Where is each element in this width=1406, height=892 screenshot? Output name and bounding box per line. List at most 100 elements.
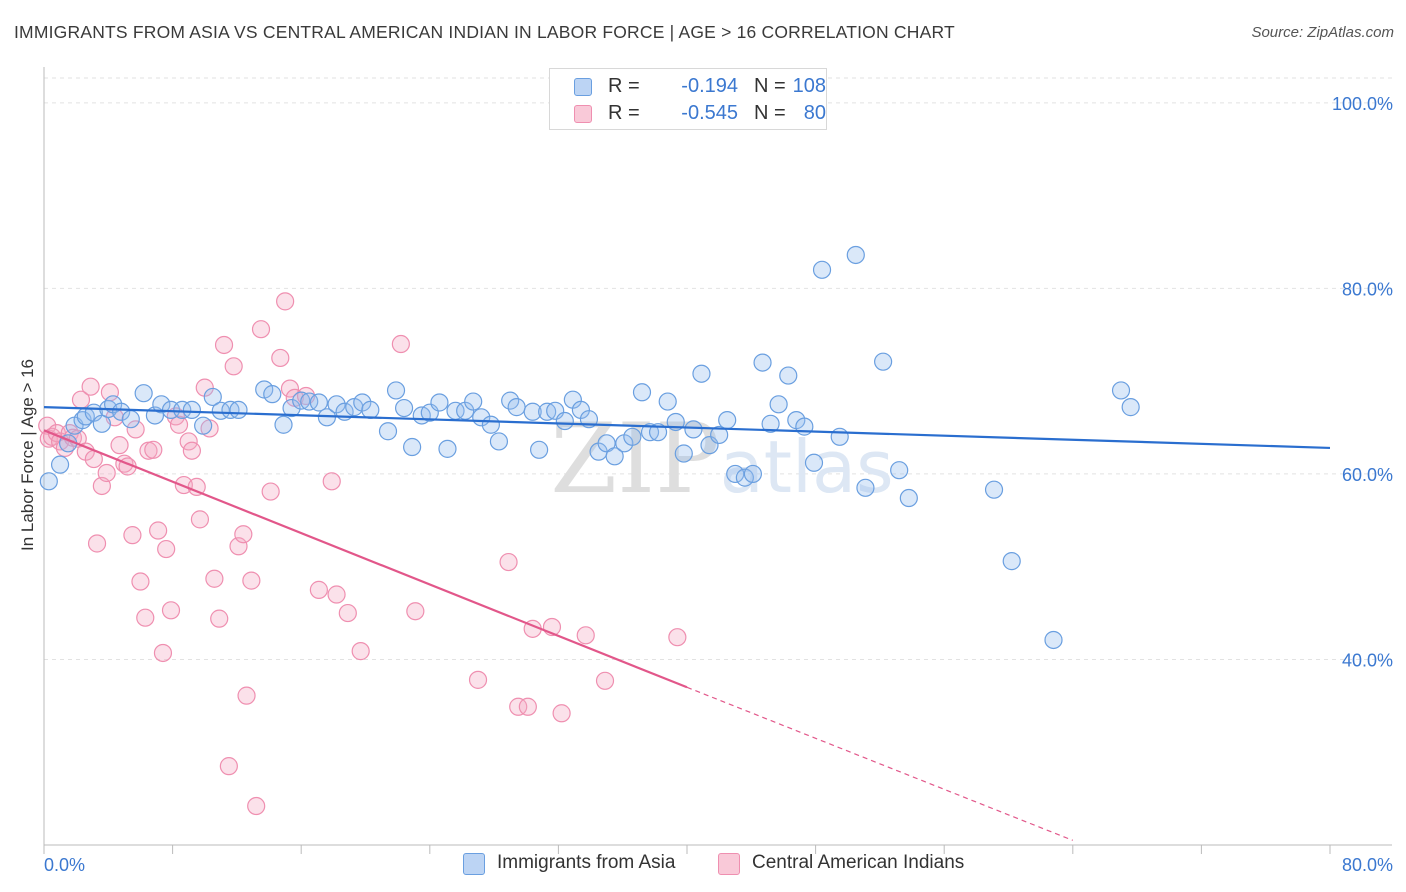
asia-point [555, 411, 574, 431]
asia-point [229, 400, 248, 420]
asia-point [386, 381, 406, 400]
asia-point [597, 434, 616, 453]
asia-point [112, 402, 131, 421]
cai-point [136, 608, 155, 627]
legend-n-value-cai: 80 [803, 102, 826, 124]
asia-point [134, 384, 153, 403]
asia-point [464, 392, 483, 411]
x-tick-label: 80.0% [1342, 855, 1393, 875]
cai-point [391, 334, 410, 354]
asia-point [804, 453, 824, 472]
cai-point [406, 602, 425, 621]
y-tick-label: 40.0% [1342, 650, 1393, 670]
cai-point [234, 525, 253, 544]
y-tick-label: 60.0% [1342, 465, 1393, 485]
cai-point [237, 686, 256, 705]
asia-point [481, 415, 500, 434]
asia-point [173, 400, 192, 420]
cai-point [668, 628, 687, 647]
asia-point [121, 410, 140, 429]
cai-trend-line [43, 429, 688, 689]
legend-swatch-cai [574, 105, 592, 123]
legend-n-value-asia: 108 [792, 75, 826, 97]
asia-point [282, 398, 301, 418]
y-tick-labels: 40.0% 60.0% 80.0% 100.0% [1332, 94, 1393, 671]
legend-r-value-asia: -0.194 [681, 75, 738, 97]
cai-trend-extension [686, 686, 1074, 841]
cai-point [126, 420, 145, 439]
y-tick-label: 100.0% [1332, 94, 1393, 114]
cai-point [123, 526, 142, 545]
asia-point [300, 392, 319, 411]
trend-lines [43, 406, 1331, 841]
asia-point [211, 401, 230, 420]
asia-point [1044, 630, 1063, 650]
asia-point [530, 440, 549, 459]
cai-point [309, 580, 328, 599]
asia-point [605, 447, 624, 466]
asia-point [430, 393, 449, 412]
cai-point [214, 335, 234, 355]
cai-point [509, 697, 528, 716]
asia-point [309, 393, 328, 412]
cai-point [251, 320, 271, 339]
asia-point [623, 427, 642, 446]
cai-point [499, 552, 518, 572]
cai-point [242, 571, 261, 590]
x-tick-label: 0.0% [44, 855, 85, 875]
cai-point [110, 436, 129, 455]
cai-point [87, 534, 107, 553]
grid-lines [44, 77, 1392, 660]
cai-point [161, 601, 181, 620]
cai-point [131, 572, 150, 591]
cai-point [271, 348, 290, 368]
chart-title: IMMIGRANTS FROM ASIA VS CENTRAL AMERICAN… [14, 22, 955, 42]
asia-point [50, 455, 70, 474]
y-tick-label: 80.0% [1342, 279, 1393, 299]
legend-swatch-asia [574, 78, 592, 96]
source-label: Source: ZipAtlas.com [1251, 24, 1394, 41]
x-tick-labels: 0.0% 80.0% [44, 855, 1393, 875]
y-axis-title: In Labor Force | Age > 16 [18, 358, 37, 552]
bottom-legend-swatch-asia [463, 853, 485, 875]
cai-point [144, 440, 163, 459]
cai-point [115, 454, 134, 473]
asia-point [692, 364, 711, 383]
asia-point [152, 395, 171, 414]
asia-point [674, 444, 693, 463]
asia-point [1111, 381, 1131, 400]
cai-point [468, 670, 488, 689]
cai-point [205, 569, 224, 588]
cai-point [552, 704, 571, 723]
asia-point [779, 366, 798, 385]
cai-point [153, 643, 173, 663]
cai-point [518, 697, 537, 716]
cai-point [261, 482, 280, 501]
asia-point [846, 245, 865, 265]
cai-point [247, 796, 266, 816]
cai-point [280, 379, 300, 398]
asia-point [743, 464, 763, 484]
bottom-legend-label-cai: Central American Indians [752, 852, 965, 873]
asia-point [812, 260, 832, 279]
asia-point [394, 398, 414, 418]
cai-point [38, 416, 57, 435]
legend-n-label: N = [754, 102, 786, 124]
asia-point [874, 352, 893, 371]
cai-point [224, 357, 243, 376]
asia-point [830, 427, 849, 446]
asia-point [403, 437, 422, 457]
watermark-zip: ZIP [550, 403, 719, 515]
cai-point [229, 537, 248, 556]
asia-point [361, 400, 380, 420]
cai-point [219, 757, 238, 776]
cai-point [595, 671, 615, 690]
cai-point [322, 472, 341, 491]
asia-point [648, 423, 668, 442]
cai-point [327, 585, 346, 604]
legend-r-label: R = [608, 102, 640, 124]
asia-point [1002, 552, 1021, 571]
legend-r-value-cai: -0.545 [681, 102, 738, 124]
asia-point [761, 414, 780, 433]
asia-point [501, 391, 520, 410]
